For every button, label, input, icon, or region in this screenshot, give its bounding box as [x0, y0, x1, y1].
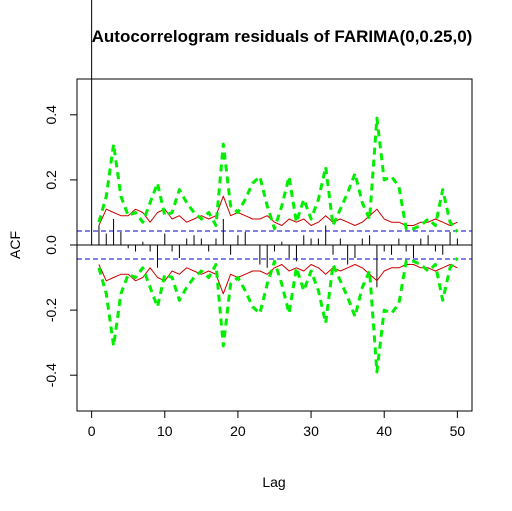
x-tick-label-50: 50 [450, 423, 466, 439]
x-tick-label-30: 30 [303, 423, 319, 439]
series-2-lower-line [97, 257, 459, 374]
y-tick-label-3: 0.2 [43, 170, 59, 190]
y-tick-label-1: -0.2 [43, 298, 59, 322]
y-tick-label-0: -0.4 [43, 363, 59, 387]
y-axis-label: ACF [7, 231, 23, 259]
x-tick-label-40: 40 [376, 423, 392, 439]
series-1-upper-line [98, 195, 458, 226]
series-2-upper-line [97, 116, 459, 233]
x-axis-label: Lag [262, 474, 285, 490]
axes: 0 10 20 30 40 50 -0.4 -0.2 0.0 0.2 0.4 [43, 105, 465, 439]
x-tick-label-20: 20 [230, 423, 246, 439]
chart-title: Autocorrelogram residuals of FARIMA(0,0.… [92, 27, 473, 46]
plot-marks [77, 0, 472, 374]
x-tick-label-0: 0 [88, 423, 96, 439]
y-tick-label-2: 0.0 [43, 235, 59, 255]
y-tick-label-4: 0.4 [43, 105, 59, 125]
series-1-lower-line [98, 264, 458, 295]
x-tick-label-10: 10 [157, 423, 173, 439]
